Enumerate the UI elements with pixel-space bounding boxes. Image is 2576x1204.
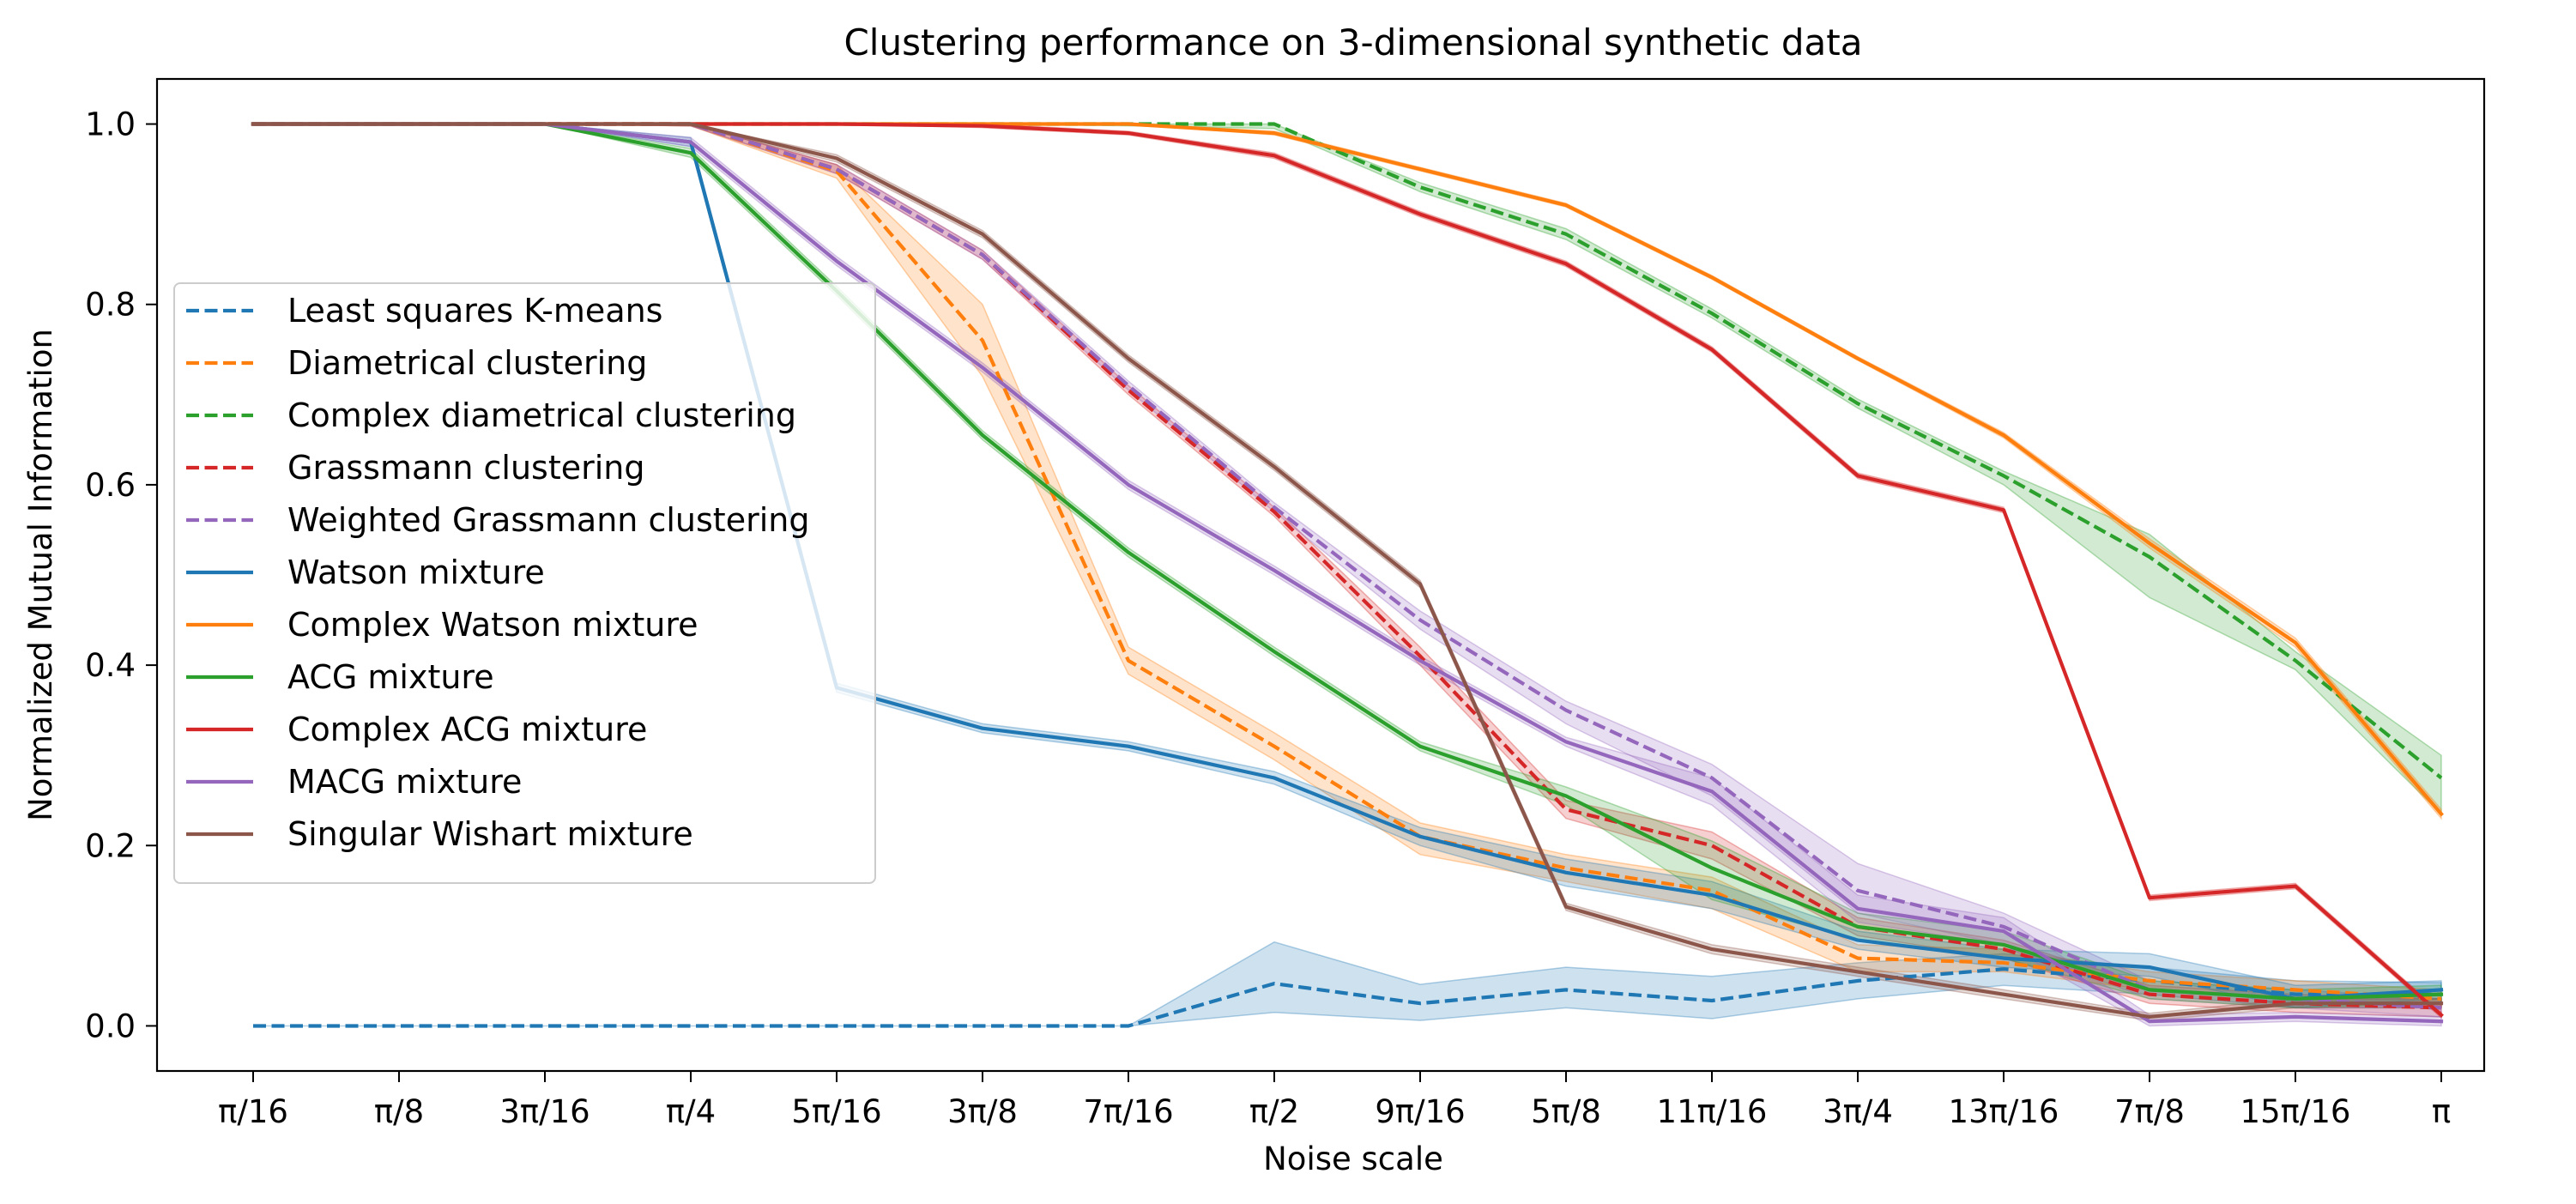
legend-label-4: Weighted Grassmann clustering xyxy=(287,501,809,539)
x-tick-label: π/8 xyxy=(374,1093,424,1130)
x-tick-label: 7π/8 xyxy=(2114,1093,2185,1130)
series-line-7 xyxy=(251,122,2444,1001)
series-line-10 xyxy=(251,122,2444,1019)
legend-label-7: ACG mixture xyxy=(287,658,494,696)
x-tick-label: 15π/16 xyxy=(2240,1093,2351,1130)
x-tick-label: π/4 xyxy=(666,1093,716,1130)
legend-label-5: Watson mixture xyxy=(287,554,545,591)
legend: Least squares K-means Diametrical cluster… xyxy=(173,282,876,884)
y-tick-label: 1.0 xyxy=(85,106,136,143)
axes-frame xyxy=(155,77,2486,1073)
x-tick-label: 3π/16 xyxy=(499,1093,590,1130)
x-tick-label: 9π/16 xyxy=(1375,1093,1465,1130)
x-tick-label: 7π/16 xyxy=(1083,1093,1173,1130)
axis-ticks: π/16 π/8 3π/16 π/4 5π/16 3π/8 7π/16 π/2 9π/16 5π/… xyxy=(85,106,2451,1130)
y-tick-label: 0.8 xyxy=(85,287,136,324)
legend-label-0: Least squares K-means xyxy=(287,292,662,330)
legend-label-6: Complex Watson mixture xyxy=(287,606,698,644)
x-tick-label: π xyxy=(2432,1093,2451,1130)
x-tick-label: 3π/4 xyxy=(1823,1093,1893,1130)
series-line-9 xyxy=(251,122,2444,1024)
chart-title: Clustering performance on 3-dimensional … xyxy=(844,21,1862,64)
y-tick-label: 0.2 xyxy=(85,827,136,864)
y-tick-label: 0.6 xyxy=(85,467,136,504)
legend-label-9: MACG mixture xyxy=(287,763,522,801)
x-tick-label: 13π/16 xyxy=(1949,1093,2059,1130)
legend-label-2: Complex diametrical clustering xyxy=(287,396,796,434)
legend-label-10: Singular Wishart mixture xyxy=(287,815,693,853)
series-line-4 xyxy=(253,122,2442,1010)
y-axis-label: Normalized Mutual Information xyxy=(22,329,59,821)
y-tick-label: 0.4 xyxy=(85,647,136,684)
x-axis-label: Noise scale xyxy=(1263,1140,1443,1177)
x-tick-label: 5π/16 xyxy=(791,1093,881,1130)
series-line-2 xyxy=(253,122,2443,780)
plot-area xyxy=(251,122,2444,1028)
legend-box xyxy=(173,282,876,884)
x-tick-label: π/2 xyxy=(1249,1093,1299,1130)
series-line-3 xyxy=(253,122,2442,1010)
y-tick-label: 0.0 xyxy=(85,1007,136,1044)
x-tick-label: 3π/8 xyxy=(947,1093,1018,1130)
x-tick-label: 11π/16 xyxy=(1657,1093,1768,1130)
legend-label-1: Diametrical clustering xyxy=(287,344,647,382)
legend-label-3: Grassmann clustering xyxy=(287,449,645,487)
x-tick-label: 5π/8 xyxy=(1531,1093,1601,1130)
x-tick-label: π/16 xyxy=(218,1093,288,1130)
legend-label-8: Complex ACG mixture xyxy=(287,711,647,748)
